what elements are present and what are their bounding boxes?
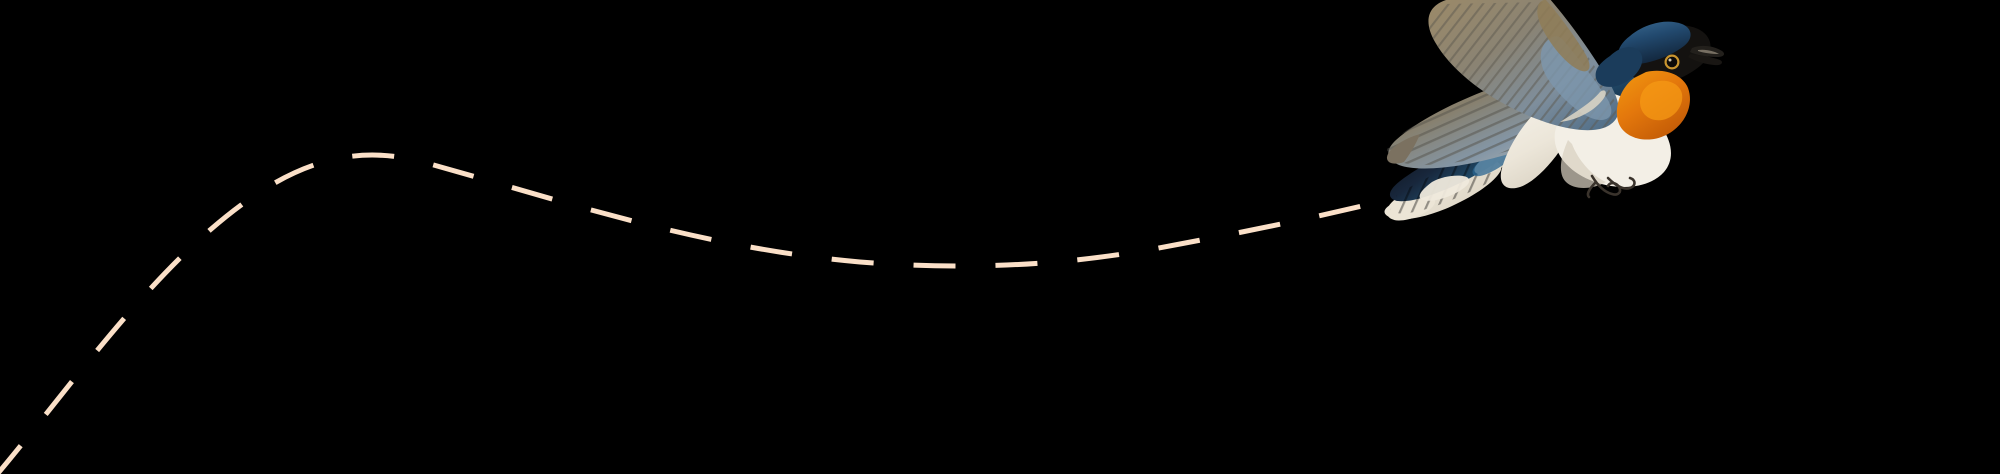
bird-feet xyxy=(1586,174,1636,199)
upper-wing-primaries xyxy=(1537,0,1590,72)
beak-highlight xyxy=(1698,49,1719,54)
beak-lower xyxy=(1688,54,1722,66)
bird-illustration xyxy=(1384,0,1725,221)
head-nape xyxy=(1595,47,1643,87)
eye-catchlight xyxy=(1668,58,1672,62)
upper-wing-base-highlight xyxy=(1560,90,1606,122)
flight-path-dashed-curve xyxy=(0,152,1363,474)
bird-head xyxy=(1595,21,1725,140)
foot-right xyxy=(1606,176,1636,190)
lower-wing-tip xyxy=(1386,134,1420,164)
foot-toe xyxy=(1586,180,1598,199)
eye-pupil xyxy=(1666,56,1678,68)
bird-flank-shadow xyxy=(1560,140,1606,188)
tail-inner-white-patch xyxy=(1419,175,1470,201)
head-throat-highlight xyxy=(1640,80,1683,121)
